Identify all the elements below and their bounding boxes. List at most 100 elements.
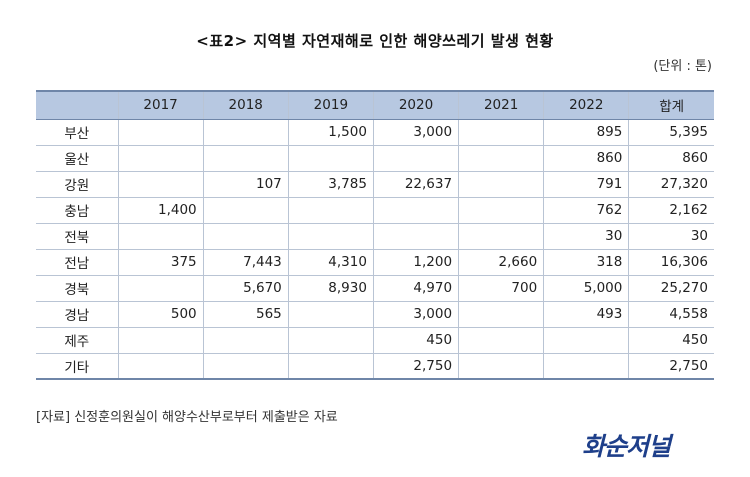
value-cell: 450 — [628, 326, 714, 354]
header-cell-2021: 2021 — [458, 90, 545, 120]
value-cell — [458, 144, 545, 172]
table-row: 기타 2,750 2,750 — [36, 352, 714, 380]
value-cell: 500 — [117, 300, 204, 328]
publisher-logo: 화순저널 — [582, 432, 671, 461]
row-label-cell: 부산 — [36, 118, 119, 146]
row-label-cell: 기타 — [36, 352, 119, 380]
value-cell: 791 — [543, 170, 630, 198]
value-cell — [287, 300, 374, 328]
value-cell: 375 — [117, 248, 204, 276]
header-cell-2022: 2022 — [543, 90, 630, 120]
value-cell: 4,970 — [372, 274, 460, 302]
value-cell: 22,637 — [372, 170, 460, 198]
value-cell: 860 — [543, 144, 630, 172]
value-cell — [458, 196, 545, 224]
value-cell: 1,500 — [287, 118, 374, 146]
value-cell — [117, 326, 204, 354]
value-cell — [202, 326, 289, 354]
value-cell: 3,000 — [372, 118, 460, 146]
value-cell — [458, 222, 545, 250]
table-body: 부산 1,500 3,000 895 5,395 울산 860 860 강원 107 3,785 22… — [36, 118, 714, 380]
row-label-cell: 경남 — [36, 300, 119, 328]
table-row: 전남 375 7,443 4,310 1,200 2,660 318 16,306 — [36, 248, 714, 276]
value-cell — [458, 170, 545, 198]
value-cell: 700 — [458, 274, 545, 302]
value-cell — [117, 274, 204, 302]
row-label-cell: 울산 — [36, 144, 119, 172]
value-cell — [117, 144, 204, 172]
value-cell — [372, 222, 460, 250]
value-cell: 30 — [543, 222, 630, 250]
value-cell — [202, 144, 289, 172]
row-label-cell: 충남 — [36, 196, 119, 224]
value-cell — [458, 352, 545, 380]
table-row: 경남 500 565 3,000 493 4,558 — [36, 300, 714, 328]
row-label-cell: 제주 — [36, 326, 119, 354]
table-title: <표2> 지역별 자연재해로 인한 해양쓰레기 발생 현황 — [196, 32, 554, 50]
value-cell: 5,395 — [628, 118, 714, 146]
value-cell — [287, 352, 374, 380]
value-cell: 493 — [543, 300, 630, 328]
source-note: [자료] 신정훈의원실이 해양수산부로부터 제출받은 자료 — [36, 410, 338, 425]
table-row: 부산 1,500 3,000 895 5,395 — [36, 118, 714, 146]
value-cell: 16,306 — [628, 248, 714, 276]
value-cell — [458, 300, 545, 328]
header-row: 2017 2018 2019 2020 2021 2022 합계 — [36, 90, 714, 120]
value-cell: 318 — [543, 248, 630, 276]
value-cell: 2,162 — [628, 196, 714, 224]
value-cell — [202, 222, 289, 250]
value-cell: 8,930 — [287, 274, 374, 302]
value-cell — [202, 118, 289, 146]
row-label-cell: 전남 — [36, 248, 119, 276]
value-cell — [372, 196, 460, 224]
table-row: 경북 5,670 8,930 4,970 700 5,000 25,270 — [36, 274, 714, 302]
header-cell-region — [36, 90, 119, 120]
table-row: 울산 860 860 — [36, 144, 714, 172]
value-cell — [287, 144, 374, 172]
value-cell — [202, 352, 289, 380]
value-cell — [117, 222, 204, 250]
value-cell: 30 — [628, 222, 714, 250]
data-table: 2017 2018 2019 2020 2021 2022 합계 부산 1,500… — [36, 90, 714, 380]
header-cell-2020: 2020 — [372, 90, 460, 120]
value-cell: 450 — [372, 326, 460, 354]
value-cell: 895 — [543, 118, 630, 146]
value-cell — [117, 352, 204, 380]
value-cell: 1,200 — [372, 248, 460, 276]
value-cell — [543, 326, 630, 354]
value-cell: 2,750 — [372, 352, 460, 380]
value-cell — [287, 222, 374, 250]
value-cell — [287, 326, 374, 354]
value-cell — [117, 118, 204, 146]
header-cell-2019: 2019 — [287, 90, 374, 120]
row-label-cell: 전북 — [36, 222, 119, 250]
value-cell: 5,670 — [202, 274, 289, 302]
value-cell — [458, 118, 545, 146]
value-cell: 1,400 — [117, 196, 204, 224]
value-cell: 860 — [628, 144, 714, 172]
value-cell — [543, 352, 630, 380]
table-row: 제주 450 450 — [36, 326, 714, 354]
value-cell — [458, 326, 545, 354]
value-cell: 107 — [202, 170, 289, 198]
value-cell: 25,270 — [628, 274, 714, 302]
value-cell: 2,750 — [628, 352, 714, 380]
row-label-cell: 강원 — [36, 170, 119, 198]
row-label-cell: 경북 — [36, 274, 119, 302]
value-cell: 3,785 — [287, 170, 374, 198]
value-cell: 27,320 — [628, 170, 714, 198]
value-cell — [117, 170, 204, 198]
value-cell: 2,660 — [458, 248, 545, 276]
table-row: 강원 107 3,785 22,637 791 27,320 — [36, 170, 714, 198]
value-cell — [372, 144, 460, 172]
value-cell — [287, 196, 374, 224]
value-cell: 4,310 — [287, 248, 374, 276]
value-cell: 4,558 — [628, 300, 714, 328]
header-cell-total: 합계 — [628, 90, 714, 120]
header-cell-2018: 2018 — [202, 90, 289, 120]
table-row: 충남 1,400 762 2,162 — [36, 196, 714, 224]
value-cell: 5,000 — [543, 274, 630, 302]
unit-label: (단위 : 톤) — [653, 59, 712, 74]
value-cell: 7,443 — [202, 248, 289, 276]
table-row: 전북 30 30 — [36, 222, 714, 250]
